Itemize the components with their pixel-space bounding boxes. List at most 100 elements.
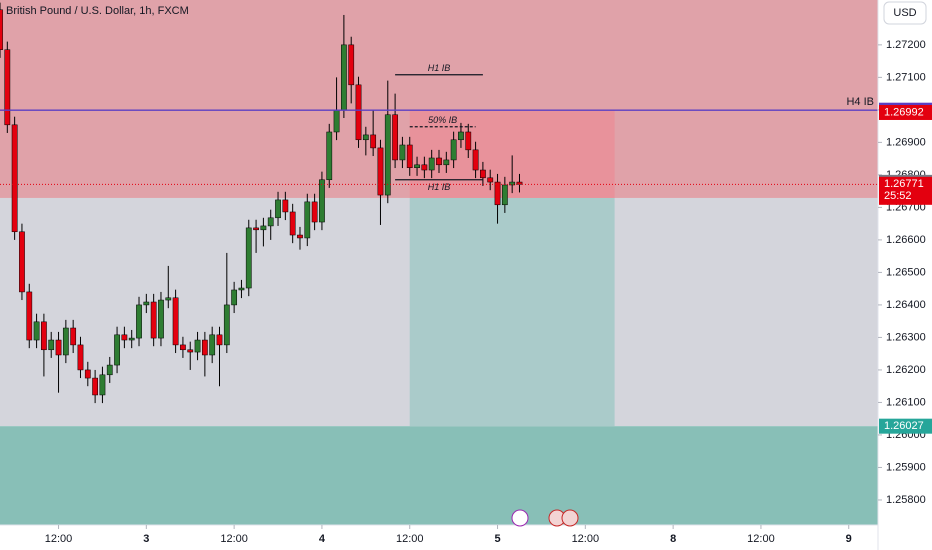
x-tick-label: 3 (143, 533, 149, 545)
candle-body (355, 84, 362, 141)
candle-body (480, 169, 486, 179)
candle-body (348, 44, 355, 86)
candle-body (465, 131, 472, 151)
currency-button[interactable] (883, 1, 927, 25)
candle-body (260, 225, 267, 231)
level-label: H1 IB (428, 63, 451, 73)
candle-body (150, 301, 157, 339)
candle-body (41, 321, 47, 351)
candle-body (158, 299, 164, 339)
candle-body (26, 291, 33, 341)
x-tick-label: 12:00 (572, 533, 600, 545)
y-tick-label: 1.25900 (886, 461, 926, 473)
x-tick-label: 4 (319, 533, 326, 545)
event-icon[interactable] (561, 509, 579, 527)
price-tag-label: 1.26992 (884, 106, 924, 118)
candle-body (297, 234, 303, 239)
candle-body (216, 334, 223, 346)
price-tag-label: 1.26027 (884, 420, 924, 432)
candle-body (487, 177, 494, 183)
candle-body (70, 327, 77, 346)
candle-body (458, 131, 464, 141)
candle-body (187, 349, 194, 353)
candle-body (11, 124, 18, 233)
x-tick-label: 12:00 (220, 533, 248, 545)
candle-body (48, 339, 55, 351)
zone (0, 426, 878, 525)
y-tick-label: 1.25800 (886, 494, 926, 506)
candle-body (4, 49, 11, 126)
plot-marks: H4 IB H1 IB 50% IB H1 IB (0, 2, 878, 404)
candle-body (384, 114, 391, 196)
candle-body (62, 327, 69, 356)
candle-body (201, 339, 208, 356)
candle-body (362, 134, 369, 141)
x-tick-label: 5 (494, 533, 500, 545)
candle-body (180, 344, 186, 351)
candle-body (33, 321, 40, 341)
price-tag (879, 176, 932, 205)
candle-body (114, 334, 120, 366)
price-tag-label: 1.26771 (884, 178, 924, 190)
y-tick-label: 1.26500 (886, 266, 926, 278)
level-label: H1 IB (428, 182, 451, 192)
y-tick-label: 1.26600 (886, 234, 926, 246)
price-axis (878, 0, 932, 550)
currency-label[interactable]: USD (893, 7, 916, 19)
level-label: 50% IB (428, 115, 457, 125)
candle-body (99, 374, 106, 396)
candle-body (472, 149, 479, 171)
time-axis (0, 525, 878, 550)
candle-body (165, 297, 172, 301)
y-tick-label: 1.26100 (886, 396, 926, 408)
x-tick-label: 8 (670, 533, 676, 545)
candle-body (19, 231, 25, 293)
candle-body (238, 287, 245, 291)
candle-body (340, 44, 347, 111)
countdown: 25:52 (884, 190, 912, 202)
plot-background (0, 0, 878, 525)
x-tick-label: 12:00 (747, 533, 775, 545)
candle-body (231, 289, 238, 306)
candle-body (289, 211, 296, 236)
y-tick-label: 1.26300 (886, 331, 926, 343)
candle-body (509, 181, 516, 186)
candle-body (333, 109, 340, 133)
candle-body (253, 227, 259, 231)
event-icons (511, 509, 579, 527)
event-icon[interactable] (511, 509, 529, 527)
candle-body (443, 159, 450, 166)
candle-body (414, 164, 420, 168)
candle-body (194, 339, 201, 353)
candle-body (172, 297, 179, 346)
candle-body (377, 147, 384, 196)
y-tick-label: 1.26200 (886, 364, 926, 376)
candle-body (436, 157, 442, 166)
candle-body (223, 304, 230, 346)
position-target (409, 197, 615, 427)
x-tick-label: 12:00 (396, 533, 424, 545)
level-label: H4 IB (846, 96, 874, 108)
candle-body (136, 304, 142, 339)
price-tag (879, 104, 932, 120)
candle-body (421, 164, 428, 171)
candle-body (370, 134, 377, 149)
candle-body (311, 201, 318, 223)
candle-body (428, 157, 435, 171)
x-tick-label: 9 (846, 533, 852, 545)
candle-body (121, 334, 128, 341)
candle-body (77, 344, 84, 371)
y-tick-label: 1.27200 (886, 39, 926, 51)
candle-body (319, 179, 325, 223)
candle-body (106, 364, 113, 376)
y-tick-label: 1.26900 (886, 136, 926, 148)
candle-body (501, 184, 508, 206)
candle-body (406, 144, 413, 168)
candle-body (494, 181, 501, 206)
candle-body (304, 201, 311, 239)
candle-body (245, 227, 252, 289)
candle-body (128, 337, 135, 341)
candle-body (450, 139, 457, 161)
candle-body (267, 217, 274, 227)
